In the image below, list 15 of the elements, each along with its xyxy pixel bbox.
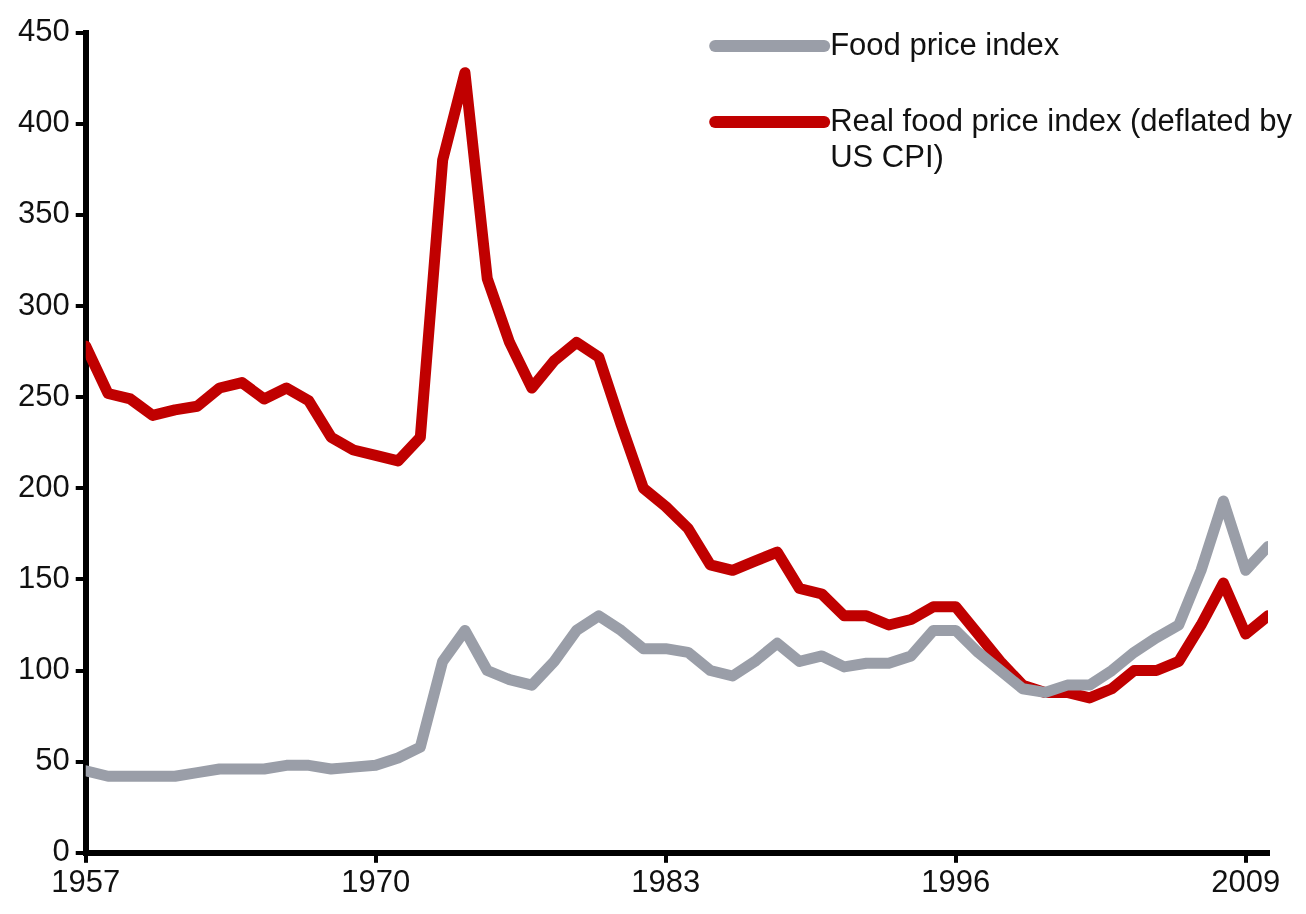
x-tick-label: 1996 (921, 863, 991, 899)
y-tick-label: 150 (17, 559, 70, 595)
y-tick-label: 100 (17, 651, 70, 687)
y-tick-label: 50 (35, 742, 70, 778)
x-tick-label: 1970 (341, 863, 411, 899)
y-tick-label: 250 (17, 377, 70, 413)
x-tick-label: 2009 (1211, 863, 1281, 899)
legend-label: Food price index (830, 26, 1060, 62)
x-tick-label: 1983 (631, 863, 701, 899)
legend-label: Real food price index (deflated by US CPI) (830, 102, 1293, 174)
y-tick-label: 350 (17, 195, 70, 231)
y-tick-label: 300 (17, 286, 70, 322)
y-tick-label: 200 (17, 468, 70, 504)
y-tick-label: 450 (17, 13, 70, 49)
y-tick-label: 400 (17, 104, 70, 140)
